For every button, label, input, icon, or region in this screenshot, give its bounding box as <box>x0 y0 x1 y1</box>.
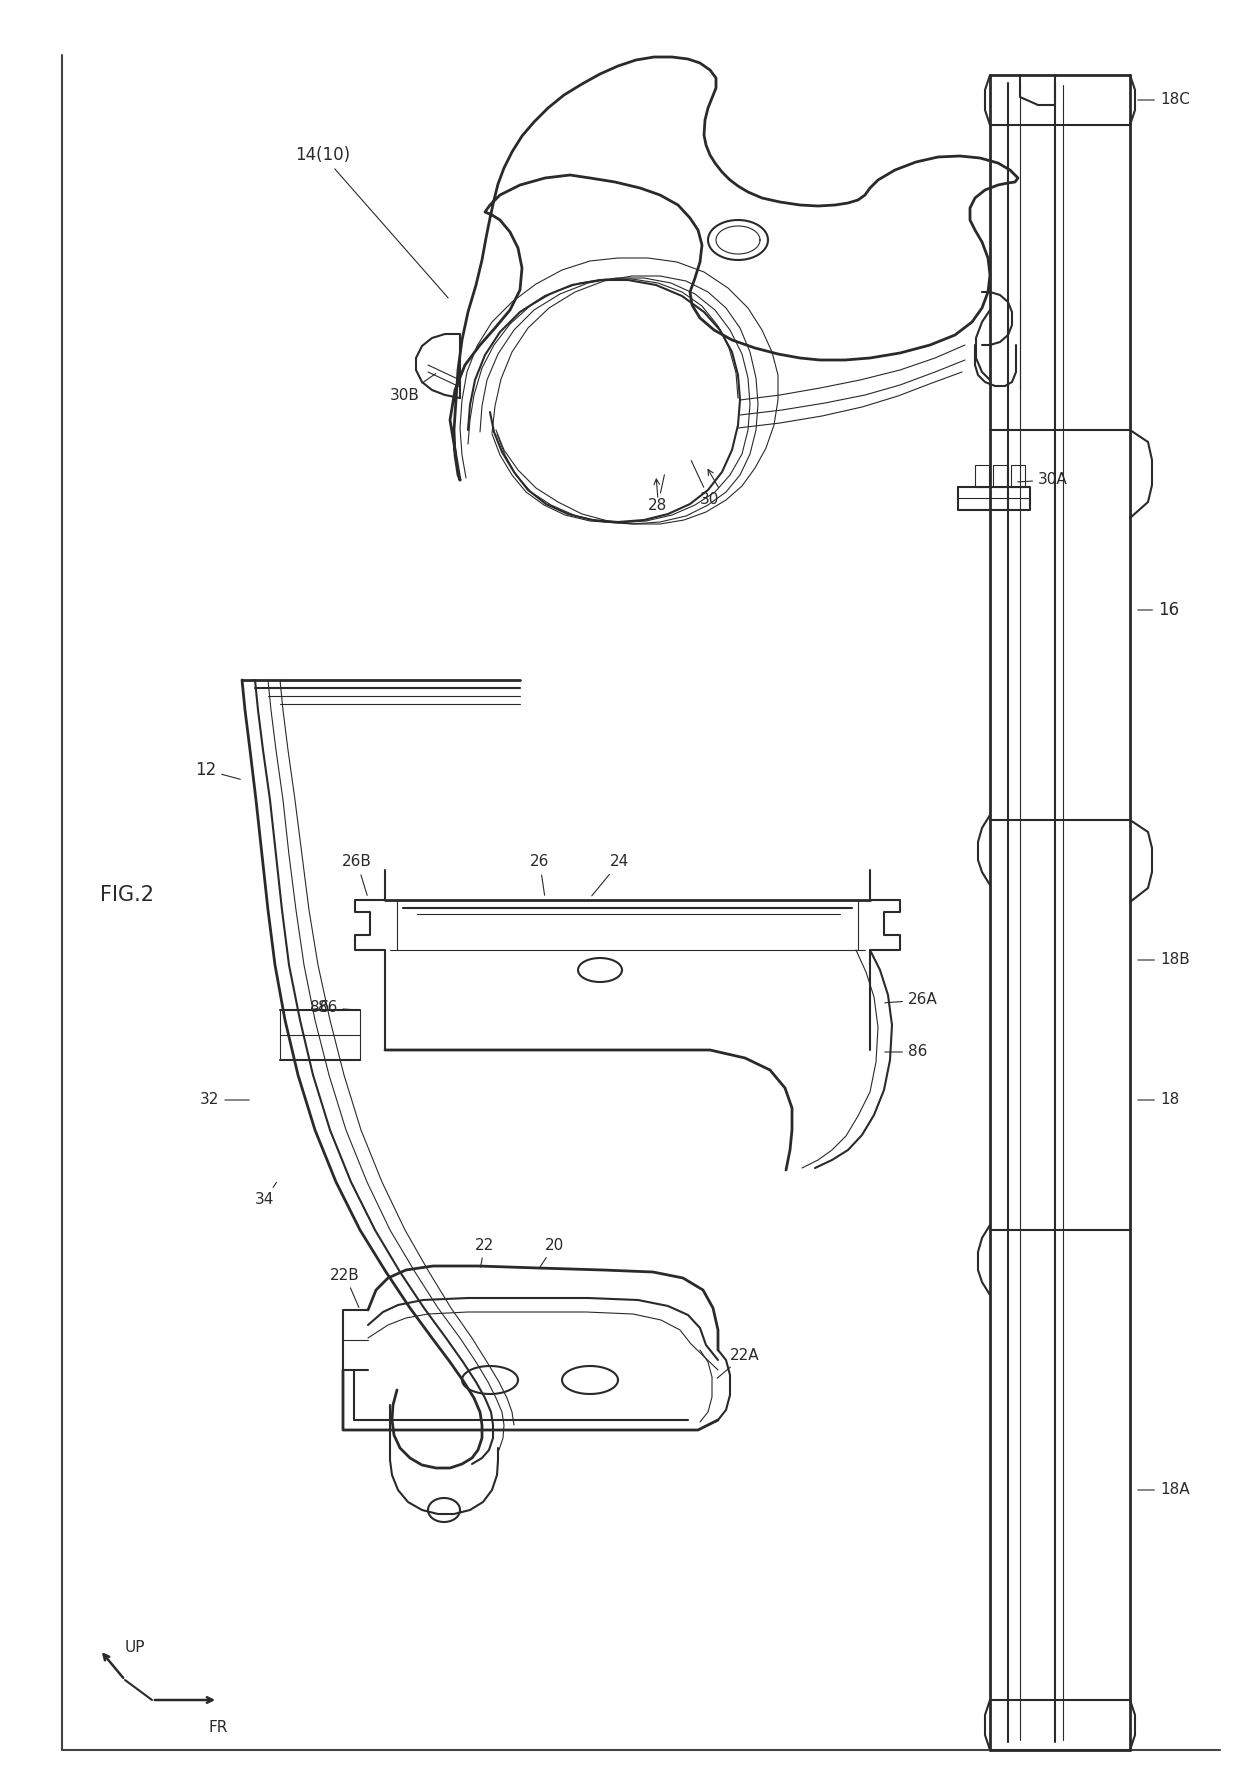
Text: FR: FR <box>208 1720 228 1735</box>
Text: 18B: 18B <box>1138 952 1189 968</box>
Text: 32: 32 <box>200 1092 249 1108</box>
Bar <box>1011 464 1025 487</box>
Text: 18: 18 <box>1138 1092 1179 1108</box>
Text: 26A: 26A <box>885 993 937 1007</box>
Bar <box>993 464 1007 487</box>
Bar <box>975 464 990 487</box>
Text: 30B: 30B <box>391 374 435 402</box>
Text: 12: 12 <box>195 761 241 779</box>
Text: 26: 26 <box>529 854 549 895</box>
Text: 28: 28 <box>649 475 667 514</box>
Text: 22: 22 <box>475 1238 495 1267</box>
Text: 34: 34 <box>255 1183 277 1208</box>
Text: 30: 30 <box>691 461 719 507</box>
Text: 86: 86 <box>885 1044 928 1060</box>
Text: 26B: 26B <box>342 854 372 895</box>
Text: 86: 86 <box>310 1000 330 1016</box>
Text: 30A: 30A <box>1018 473 1068 487</box>
Text: 24: 24 <box>591 854 629 897</box>
Text: 22B: 22B <box>330 1267 360 1308</box>
Text: UP: UP <box>125 1640 145 1656</box>
Text: 16: 16 <box>1138 601 1179 619</box>
Text: 22A: 22A <box>717 1347 760 1379</box>
Text: FIG.2: FIG.2 <box>100 884 154 906</box>
Text: 18A: 18A <box>1138 1482 1189 1498</box>
Text: 86: 86 <box>317 1000 355 1016</box>
Text: 18C: 18C <box>1138 93 1190 107</box>
Text: 20: 20 <box>539 1238 564 1268</box>
Text: 14(10): 14(10) <box>295 146 448 297</box>
